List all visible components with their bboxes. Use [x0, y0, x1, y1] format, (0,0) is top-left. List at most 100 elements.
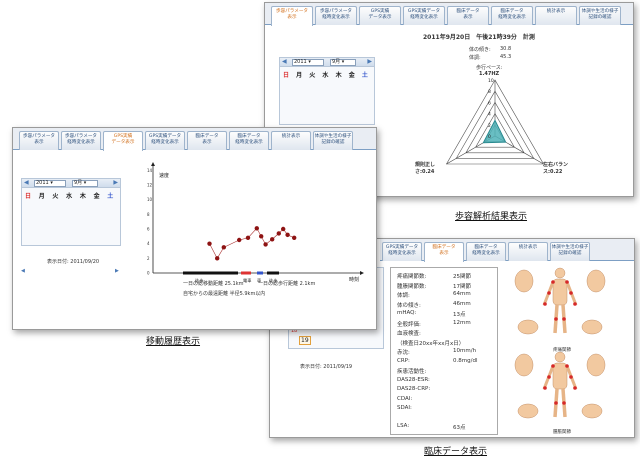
gps-caption: 移動履歴表示 [146, 337, 201, 347]
tab-6[interactable]: 統計表示 [271, 131, 311, 150]
radar-axis-left: 規則正しさ:0.24 [415, 162, 436, 175]
tab-4[interactable]: 臨床データ 表示 [187, 131, 227, 150]
tab-label-line2: 経時変化表示 [498, 15, 526, 20]
weekday-2: 火 [309, 72, 316, 79]
pain-joint-label: 疼痛関節 [553, 348, 571, 353]
tab-label-line1: 体調や生活の様子 [551, 245, 589, 250]
gps-x-axis-arrow [360, 271, 364, 275]
tab-5[interactable]: 臨床データ 経時変化表示 [491, 6, 533, 25]
gait-height-label: 体の傾き: [469, 47, 491, 53]
gps-legend-label-1: 電車 [243, 277, 251, 284]
radar-grid-ring [455, 90, 535, 159]
tab-label-line2: データ表示 [368, 15, 392, 20]
tab-0[interactable]: 歩容パラメータ 表示 [19, 131, 59, 150]
tab-label-line1: 歩容パラメータ [275, 9, 309, 14]
gps-next-arrow[interactable]: ▶ [115, 268, 119, 274]
weekday-3: 水 [66, 193, 73, 200]
clinical-key-1: 腫脹関節数: [397, 283, 427, 290]
gps-mode-segment-0 [183, 271, 238, 275]
gps-mode-segment-1 [241, 271, 251, 275]
tab-label-line1: 統計表示 [518, 245, 538, 250]
tab-0[interactable]: GPS実績データ 経時変化表示 [382, 242, 422, 261]
calendar-next-arrow[interactable]: ▶ [113, 179, 118, 186]
gps-point-11 [285, 232, 290, 238]
gps-y-axis-arrow [151, 162, 155, 166]
tab-7[interactable]: 体調や生活の様子 記録の確認 [313, 131, 353, 150]
weekday-3: 水 [322, 72, 329, 79]
tab-label-line2: 表示 [439, 251, 449, 256]
tab-3[interactable]: 統計表示 [508, 242, 548, 261]
radar-grid-ring [475, 112, 515, 148]
radar-tick-label: 10 [488, 78, 494, 84]
tab-1[interactable]: 臨床データ 表示 [424, 242, 464, 262]
clinical-key-11: DAS28-ESR: [397, 376, 430, 383]
gait-height-value: 30.8 [500, 46, 512, 52]
calendar-header: ◀ 2011 ▾ 9月 ▾ ▶ [280, 58, 374, 67]
calendar-prev-arrow[interactable]: ◀ [24, 179, 29, 186]
weekday-1: 月 [38, 193, 45, 200]
weekday-0: 日 [283, 72, 290, 79]
tab-label-line2: 記録の確認 [588, 15, 612, 20]
weekday-5: 金 [348, 72, 355, 79]
year-select[interactable]: 2011 ▾ [292, 59, 324, 66]
tab-4[interactable]: 体調や生活の様子 記録の確認 [550, 242, 590, 261]
tab-5[interactable]: 臨床データ 経時変化表示 [229, 131, 269, 150]
tab-2[interactable]: 臨床データ 経時変化表示 [466, 242, 506, 261]
month-select[interactable]: 9月 ▾ [72, 180, 98, 187]
joint-diagram [514, 267, 606, 419]
gait-weight-label: 体調: [469, 55, 481, 61]
radar-tick-label: 8 [488, 89, 491, 95]
tab-6[interactable]: 統計表示 [535, 6, 577, 25]
tab-3[interactable]: GPS実績データ 経時変化表示 [403, 6, 445, 25]
tab-3[interactable]: GPS実績データ 経時変化表示 [145, 131, 185, 150]
tab-2[interactable]: GPS実績 データ表示 [359, 6, 401, 25]
gps-y-label: 速度 [159, 172, 169, 179]
gps-legend-label-3: 徒歩 [269, 277, 277, 284]
gps-point-6 [259, 234, 264, 239]
gait-caption: 歩容解析結果表示 [455, 212, 528, 222]
tab-label-line1: 臨床データ [456, 9, 480, 14]
tab-label-line1: 統計表示 [281, 134, 301, 139]
clinical-cal-day-19[interactable]: 19 [299, 336, 311, 345]
gps-calendar: ◀ 2011 ▾ 9月 ▾ ▶ 日月火水木金土 [21, 178, 121, 246]
tab-label-line2: データ表示 [111, 140, 135, 145]
tab-label-line2: 記録の確認 [321, 140, 345, 145]
tab-label-line1: GPS実績 [370, 9, 390, 14]
tab-0[interactable]: 歩容パラメータ 表示 [271, 6, 313, 26]
clinical-key-8: 赤沈: [397, 350, 410, 356]
clinical-cal-day-18[interactable]: 18 [291, 328, 298, 334]
year-select[interactable]: 2011 ▾ [34, 180, 66, 187]
gps-display-date: 表示日付: 2011/09/20 [47, 259, 100, 265]
gps-prev-arrow[interactable]: ◀ [21, 268, 25, 274]
gps-point-4 [245, 235, 251, 240]
tab-4[interactable]: 臨床データ 表示 [447, 6, 489, 25]
clinical-key-15: LSA: [397, 422, 410, 429]
tab-label-line2: 表示 [463, 15, 473, 20]
weekday-1: 月 [296, 72, 303, 79]
gps-point-5 [254, 226, 259, 231]
month-select[interactable]: 9月 ▾ [330, 59, 356, 66]
gps-y-tick: 10 [147, 197, 153, 202]
calendar-prev-arrow[interactable]: ◀ [282, 58, 287, 65]
gait-radar-chart: 10 8 6 4 2 0 [445, 78, 545, 165]
tab-label-line1: 臨床データ [432, 245, 456, 250]
gps-point-3 [237, 237, 242, 243]
tab-label-line1: 歩容パラメータ [22, 134, 56, 139]
tab-label-line1: GPS実績データ [148, 134, 182, 139]
tab-7[interactable]: 体調や生活の様子 記録の確認 [579, 6, 621, 25]
clinical-key-4: mHAQ: [397, 310, 417, 316]
swell-joint-label: 腫脹関節 [553, 430, 571, 435]
clinical-value-5: 12mm [453, 319, 471, 326]
gps-y-tick: 12 [147, 183, 153, 188]
tab-1[interactable]: 歩容パラメータ 経時変化表示 [315, 6, 357, 25]
gps-y-tick: 14 [147, 168, 153, 173]
tab-2[interactable]: GPS実績 データ表示 [103, 131, 143, 151]
gps-point-10 [281, 226, 286, 232]
gps-speed-chart: 速度時刻 0 2 4 6 8 10 12 14 徒歩 電車車 徒歩 [147, 162, 364, 284]
gps-point-2 [221, 245, 226, 250]
tab-1[interactable]: 歩容パラメータ 経時変化表示 [61, 131, 101, 150]
clinical-caption: 臨床データ表示 [424, 447, 488, 457]
calendar-next-arrow[interactable]: ▶ [367, 58, 372, 65]
tab-label-line2: 経時変化表示 [151, 140, 179, 145]
clinical-value-8: 10mm/h [453, 348, 477, 354]
